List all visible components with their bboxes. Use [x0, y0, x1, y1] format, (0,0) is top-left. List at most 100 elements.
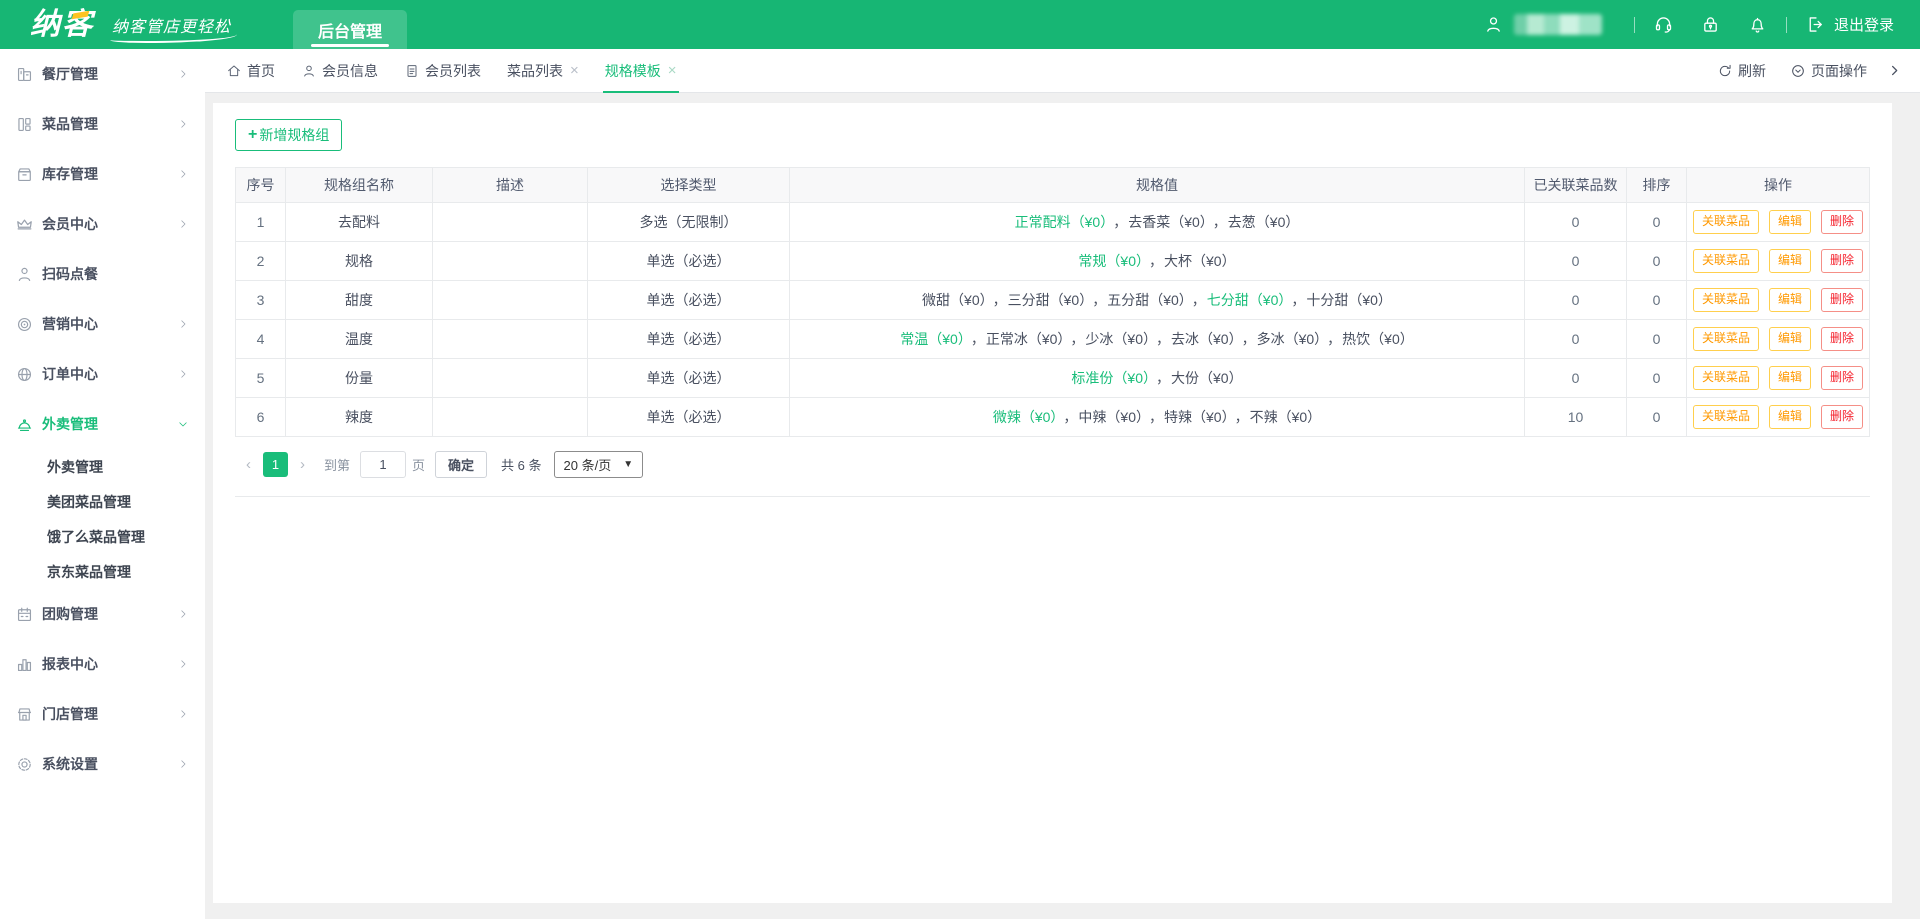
bell-icon[interactable]	[1747, 14, 1768, 35]
delete-button[interactable]: 删除	[1821, 405, 1864, 429]
edit-button[interactable]: 编辑	[1768, 249, 1811, 273]
sidebar-item-dishes[interactable]: 菜品管理	[0, 99, 205, 149]
sidebar-item-order-center[interactable]: 订单中心	[0, 349, 205, 399]
cell-group-name: 温度	[285, 319, 433, 359]
page-size-select[interactable]: 20 条/页 ▼	[553, 451, 644, 478]
page-operations-icon	[1790, 63, 1806, 79]
scan-icon	[15, 265, 34, 284]
sidebar-subitem-jd-dishes[interactable]: 京东菜品管理	[47, 563, 131, 580]
sidebar-item-groupbuy[interactable]: 团购管理	[0, 589, 205, 639]
logout-button[interactable]: 退出登录	[1805, 14, 1894, 35]
nav-tab-backend[interactable]: 后台管理	[293, 10, 408, 49]
sidebar-subitem-eleme-dishes[interactable]: 饿了么菜品管理	[47, 528, 145, 545]
edit-button[interactable]: 编辑	[1768, 210, 1811, 234]
goto-label: 到第	[324, 458, 351, 473]
tab-home[interactable]: 首页	[213, 49, 288, 93]
spec-value: 去香菜（¥0）	[1128, 214, 1207, 230]
link-dishes-button[interactable]: 关联菜品	[1692, 288, 1759, 312]
column-header: 选择类型	[587, 167, 790, 203]
cell-linked-count: 0	[1524, 319, 1627, 359]
sidebar-item-label: 团购管理	[42, 606, 98, 622]
content-card: + 新增规格组 序号 规格组名称 描述 选择类型 规格值 已关联菜品数 排序 操作 1 去配料多…	[213, 103, 1892, 903]
link-dishes-button[interactable]: 关联菜品	[1692, 366, 1759, 390]
delete-button[interactable]: 删除	[1821, 210, 1864, 234]
tab-dish-list[interactable]: 菜品列表 ×	[494, 49, 592, 93]
user-icon[interactable]	[1483, 14, 1504, 35]
tab-spec-template[interactable]: 规格模板 ×	[592, 49, 690, 93]
edit-button[interactable]: 编辑	[1768, 327, 1811, 351]
headset-icon[interactable]	[1653, 14, 1674, 35]
sidebar-item-member-center[interactable]: 会员中心	[0, 199, 205, 249]
username-blurred[interactable]	[1513, 14, 1602, 35]
takeout-icon	[15, 415, 34, 434]
spec-value: 七分甜（¥0）	[1206, 292, 1286, 308]
link-dishes-button[interactable]: 关联菜品	[1692, 327, 1759, 351]
spec-value: 五分甜（¥0）	[1107, 292, 1186, 308]
delete-button[interactable]: 删除	[1821, 249, 1864, 273]
document-icon	[404, 63, 420, 79]
sidebar-item-store[interactable]: 门店管理	[0, 689, 205, 739]
goto-page-input[interactable]	[360, 451, 407, 478]
sidebar-subitem-takeout-manage[interactable]: 外卖管理	[47, 458, 103, 475]
page-operations-button[interactable]: 页面操作	[1790, 61, 1867, 81]
table-header-row: 序号 规格组名称 描述 选择类型 规格值 已关联菜品数 排序 操作	[235, 167, 1870, 203]
goto-confirm-button[interactable]: 确定	[435, 451, 488, 478]
table-row: 2 规格 单选（必选） 常规（¥0） ，大杯（¥0） 0 0 关联菜品 编辑 删除	[235, 241, 1870, 281]
close-icon[interactable]: ×	[667, 62, 677, 79]
table-body: 1 去配料 多选（无限制） 正常配料（¥0） ，去香菜（¥0） ，去葱（¥0） 0 0 关联菜品…	[235, 202, 1870, 437]
spec-value: 微甜（¥0）	[922, 292, 987, 308]
sidebar-subitem-meituan-dishes[interactable]: 美团菜品管理	[47, 493, 131, 510]
logout-label: 退出登录	[1833, 17, 1894, 34]
edit-button[interactable]: 编辑	[1768, 288, 1811, 312]
link-dishes-button[interactable]: 关联菜品	[1692, 210, 1759, 234]
cell-sort: 0	[1626, 397, 1687, 437]
link-dishes-button[interactable]: 关联菜品	[1692, 405, 1759, 429]
sidebar-item-label: 菜品管理	[42, 116, 98, 132]
cell-sort: 0	[1626, 241, 1687, 281]
edit-button[interactable]: 编辑	[1768, 405, 1811, 429]
cell-linked-count: 0	[1524, 280, 1627, 320]
cell-index: 4	[235, 319, 286, 359]
cell-actions: 关联菜品 编辑 删除	[1686, 397, 1870, 437]
tab-member-info[interactable]: 会员信息	[288, 49, 391, 93]
sidebar-item-label: 扫码点餐	[42, 266, 98, 282]
chevron-right-icon[interactable]	[1887, 63, 1902, 78]
close-icon[interactable]: ×	[570, 62, 579, 79]
page-prev-button[interactable]: ‹	[246, 456, 251, 473]
sidebar-item-report[interactable]: 报表中心	[0, 639, 205, 689]
sidebar-item-scan-order[interactable]: 扫码点餐	[0, 249, 205, 299]
table-row: 6 辣度 单选（必选） 微辣（¥0） ，中辣（¥0） ，特辣（¥0） ，不辣（¥0） 10 0 关…	[235, 397, 1870, 437]
chevron-right-icon	[177, 118, 189, 130]
sidebar-item-settings[interactable]: 系统设置	[0, 739, 205, 789]
delete-button[interactable]: 删除	[1821, 288, 1864, 312]
link-dishes-button[interactable]: 关联菜品	[1692, 249, 1759, 273]
add-spec-group-button[interactable]: + 新增规格组	[235, 119, 343, 151]
cell-description	[432, 319, 588, 359]
sidebar-item-marketing[interactable]: 营销中心	[0, 299, 205, 349]
chevron-right-icon	[177, 218, 189, 230]
cell-select-type: 单选（必选）	[587, 319, 790, 359]
lock-icon[interactable]	[1700, 14, 1721, 35]
sidebar-item-label: 报表中心	[42, 656, 98, 672]
refresh-button[interactable]: 刷新	[1717, 61, 1766, 81]
cell-index: 1	[235, 202, 286, 242]
chevron-right-icon	[177, 758, 189, 770]
logout-icon	[1805, 14, 1826, 35]
delete-button[interactable]: 删除	[1821, 366, 1864, 390]
page-next-button[interactable]: ›	[300, 456, 305, 473]
edit-button[interactable]: 编辑	[1768, 366, 1811, 390]
tab-member-list[interactable]: 会员列表	[391, 49, 494, 93]
cell-description	[432, 358, 588, 398]
orders-icon	[15, 365, 34, 384]
page-current[interactable]: 1	[263, 452, 288, 477]
page-unit-label: 页	[412, 458, 426, 473]
column-header: 已关联菜品数	[1524, 167, 1627, 203]
tabs: 首页 会员信息 会员列表 菜品列表 × 规格模板 ×	[213, 49, 690, 93]
sidebar-item-takeout[interactable]: 外卖管理	[0, 399, 205, 449]
sidebar-item-inventory[interactable]: 库存管理	[0, 149, 205, 199]
spec-value: 十分甜（¥0）	[1306, 292, 1392, 308]
chevron-right-icon	[177, 658, 189, 670]
chevron-down-icon	[177, 418, 189, 430]
delete-button[interactable]: 删除	[1821, 327, 1864, 351]
sidebar-item-restaurant[interactable]: 餐厅管理	[0, 49, 205, 99]
